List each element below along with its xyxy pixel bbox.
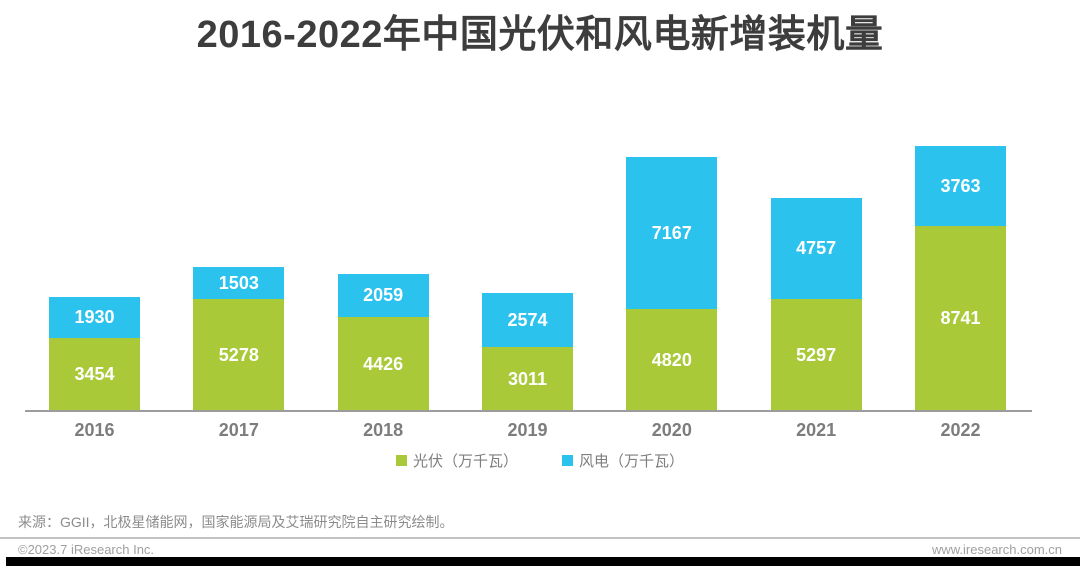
bar-segment-pv-2017: 5278 [193,299,285,411]
legend-item-wind: 风电（万千瓦） [562,450,684,471]
bar-2018: 2059 4426 [337,273,429,411]
value-label-pv-2021: 5297 [796,344,837,365]
value-label-wind-2020: 7167 [651,222,692,243]
x-axis-label-2018: 2018 [363,420,404,440]
x-axis-label-2016: 2016 [74,420,115,440]
value-label-pv-2017: 5278 [218,345,259,366]
x-axis-label-2019: 2019 [507,420,548,440]
bar-2019: 2574 3011 [481,292,573,411]
bar-2021: 4757 5297 [770,197,862,411]
value-label-wind-2018: 2059 [363,285,404,306]
bar-2017: 1503 5278 [193,267,285,411]
bar-segment-wind-2020: 7167 [626,156,718,309]
bar-segment-pv-2016: 3454 [49,337,140,411]
legend-swatch-pv [395,455,407,466]
bar-2016: 1930 3454 [49,296,140,411]
bars-container: 1930 3454 1503 5278 2059 4426 2574 3011 7167 4820… [25,140,1032,411]
bar-segment-pv-2019: 3011 [481,347,573,411]
bar-segment-wind-2018: 2059 [337,273,429,318]
bar-segment-wind-2021: 4757 [770,197,862,299]
source-note: 来源：GGII，北极星储能网，国家能源局及艾瑞研究院自主研究绘制。 [18,514,454,530]
bar-2020: 7167 4820 [626,156,718,411]
footer: ©2023.7 iResearch Inc. www.iresearch.com… [18,542,1062,557]
footer-black-bar [6,557,1080,566]
x-axis-line [25,410,1032,412]
bar-segment-wind-2016: 1930 [49,296,140,338]
chart-legend: 光伏（万千瓦） 风电（万千瓦） [0,450,1080,471]
website-url: www.iresearch.com.cn [931,542,1062,557]
bar-segment-pv-2020: 4820 [626,308,718,411]
copyright-text: ©2023.7 iResearch Inc. [18,542,155,557]
value-label-pv-2022: 8741 [940,308,981,329]
x-axis-label-2020: 2020 [651,420,692,440]
chart-title: 2016-2022年中国光伏和风电新增装机量 [196,14,884,56]
value-label-wind-2022: 3763 [940,175,981,196]
value-label-pv-2020: 4820 [651,349,692,370]
value-label-wind-2016: 1930 [74,307,115,328]
bar-segment-pv-2018: 4426 [337,317,429,411]
bar-segment-wind-2017: 1503 [193,267,285,300]
legend-label-wind: 风电（万千瓦） [579,453,685,470]
bar-segment-pv-2021: 5297 [770,298,862,411]
legend-swatch-wind [562,455,573,466]
value-label-pv-2018: 4426 [363,354,404,375]
bar-segment-pv-2022: 8741 [914,225,1006,411]
x-axis-label-2022: 2022 [940,420,981,440]
value-label-pv-2016: 3454 [74,364,115,385]
value-label-wind-2019: 2574 [507,309,548,330]
bar-segment-wind-2022: 3763 [914,145,1006,226]
x-axis-label-2017: 2017 [218,420,259,440]
legend-label-pv: 光伏（万千瓦） [412,453,518,470]
bar-2022: 3763 8741 [914,145,1006,411]
bar-segment-wind-2019: 2574 [481,292,573,348]
legend-item-pv: 光伏（万千瓦） [395,450,518,471]
value-label-wind-2017: 1503 [218,273,259,294]
x-axis-label-2021: 2021 [796,420,837,440]
value-label-wind-2021: 4757 [796,238,837,259]
footer-divider [0,537,1080,539]
value-label-pv-2019: 3011 [507,369,548,390]
x-axis-labels: 2016 2017 2018 2019 2020 2021 2022 [25,420,1032,441]
